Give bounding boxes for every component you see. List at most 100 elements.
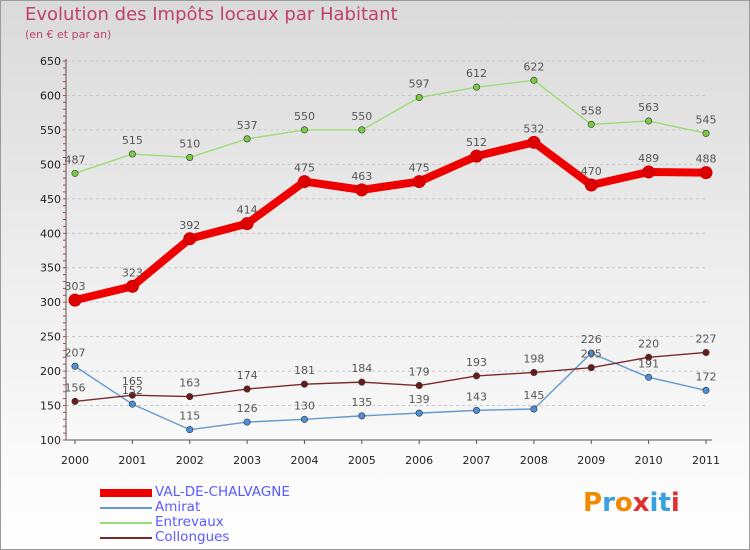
data-point <box>355 183 369 197</box>
data-point <box>128 400 136 408</box>
legend-swatch <box>100 507 152 509</box>
legend-label: Entrevaux <box>155 514 224 530</box>
chart-subtitle: (en € et par an) <box>25 28 112 41</box>
data-point <box>186 426 194 434</box>
data-label: 558 <box>581 104 602 117</box>
logo-letter: x <box>632 488 650 518</box>
data-label: 126 <box>237 402 258 415</box>
data-point <box>642 165 656 179</box>
data-point <box>473 406 481 414</box>
data-point <box>702 129 710 137</box>
data-point <box>473 372 481 380</box>
x-tick-label: 2011 <box>692 454 720 467</box>
data-point <box>128 150 136 158</box>
data-point <box>473 83 481 91</box>
data-point <box>240 217 254 231</box>
x-tick-label: 2005 <box>348 454 376 467</box>
data-label: 130 <box>294 399 315 412</box>
data-point <box>587 364 595 372</box>
data-point <box>68 293 82 307</box>
data-point <box>300 380 308 388</box>
data-label: 597 <box>409 78 430 91</box>
data-label: 220 <box>638 337 659 350</box>
y-tick-label: 350 <box>40 262 61 275</box>
x-tick-label: 2004 <box>290 454 318 467</box>
y-tick-label: 500 <box>40 158 61 171</box>
data-label: 165 <box>122 375 143 388</box>
data-label: 487 <box>65 153 86 166</box>
data-point <box>527 135 541 149</box>
data-label: 392 <box>179 219 200 232</box>
data-point <box>587 120 595 128</box>
data-label: 563 <box>638 101 659 114</box>
legend-label: VAL-DE-CHALVAGNE <box>155 484 290 500</box>
x-tick-label: 2007 <box>463 454 491 467</box>
data-point <box>587 349 595 357</box>
x-tick-label: 2010 <box>635 454 663 467</box>
data-label: 303 <box>65 280 86 293</box>
data-label: 463 <box>351 170 372 183</box>
data-point <box>125 279 139 293</box>
data-point <box>243 135 251 143</box>
data-label: 323 <box>122 266 143 279</box>
data-label: 143 <box>466 390 487 403</box>
y-tick-label: 600 <box>40 89 61 102</box>
data-point <box>243 418 251 426</box>
data-label: 115 <box>179 410 200 423</box>
data-point <box>358 126 366 134</box>
y-tick-label: 100 <box>40 434 61 447</box>
y-tick-label: 250 <box>40 331 61 344</box>
x-tick-label: 2000 <box>61 454 89 467</box>
x-tick-label: 2008 <box>520 454 548 467</box>
data-point <box>530 405 538 413</box>
data-label: 515 <box>122 134 143 147</box>
logo-letter: P <box>583 488 603 518</box>
data-label: 181 <box>294 364 315 377</box>
data-label: 489 <box>638 152 659 165</box>
data-label: 510 <box>179 137 200 150</box>
data-point <box>300 415 308 423</box>
y-tick-label: 150 <box>40 400 61 413</box>
data-label: 205 <box>581 348 602 361</box>
data-point <box>530 76 538 84</box>
data-label: 488 <box>696 153 717 166</box>
y-tick-label: 450 <box>40 193 61 206</box>
y-tick-label: 550 <box>40 124 61 137</box>
data-point <box>71 169 79 177</box>
data-label: 163 <box>179 377 200 390</box>
data-point <box>699 166 713 180</box>
x-tick-label: 2003 <box>233 454 261 467</box>
data-point <box>584 178 598 192</box>
data-point <box>186 153 194 161</box>
data-point <box>645 353 653 361</box>
legend-label: Collongues <box>155 529 230 545</box>
series-line-val-de-chalvagne <box>71 138 710 305</box>
data-label: 550 <box>351 110 372 123</box>
data-label: 545 <box>696 113 717 126</box>
logo-letter: r <box>602 488 615 518</box>
data-label: 414 <box>237 204 258 217</box>
data-label: 193 <box>466 356 487 369</box>
data-point <box>300 126 308 134</box>
data-label: 145 <box>523 389 544 402</box>
y-tick-label: 650 <box>40 55 61 68</box>
x-tick-label: 2006 <box>405 454 433 467</box>
data-label: 198 <box>523 352 544 365</box>
data-label: 550 <box>294 110 315 123</box>
data-label: 139 <box>409 393 430 406</box>
logo-letter: i <box>649 488 659 518</box>
legend-swatch <box>100 522 152 524</box>
data-point <box>702 348 710 356</box>
data-point <box>358 378 366 386</box>
data-point <box>645 373 653 381</box>
data-label: 537 <box>237 119 258 132</box>
data-point <box>297 175 311 189</box>
data-point <box>186 393 194 401</box>
data-point <box>128 391 136 399</box>
data-point <box>358 412 366 420</box>
data-point <box>412 175 426 189</box>
x-tick-label: 2001 <box>118 454 146 467</box>
data-point <box>243 385 251 393</box>
data-label: 227 <box>696 332 717 345</box>
series-line-collongues <box>74 351 707 403</box>
